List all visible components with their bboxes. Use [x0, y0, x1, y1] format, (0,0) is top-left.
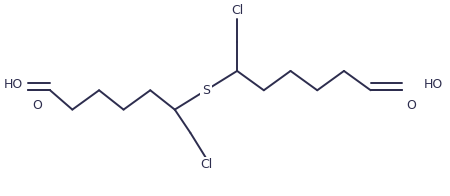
Text: HO: HO [423, 78, 443, 91]
Text: Cl: Cl [231, 4, 243, 17]
Text: O: O [32, 99, 42, 112]
Text: O: O [406, 99, 416, 112]
Text: HO: HO [4, 78, 23, 91]
Text: S: S [202, 84, 210, 97]
Text: Cl: Cl [200, 158, 212, 171]
